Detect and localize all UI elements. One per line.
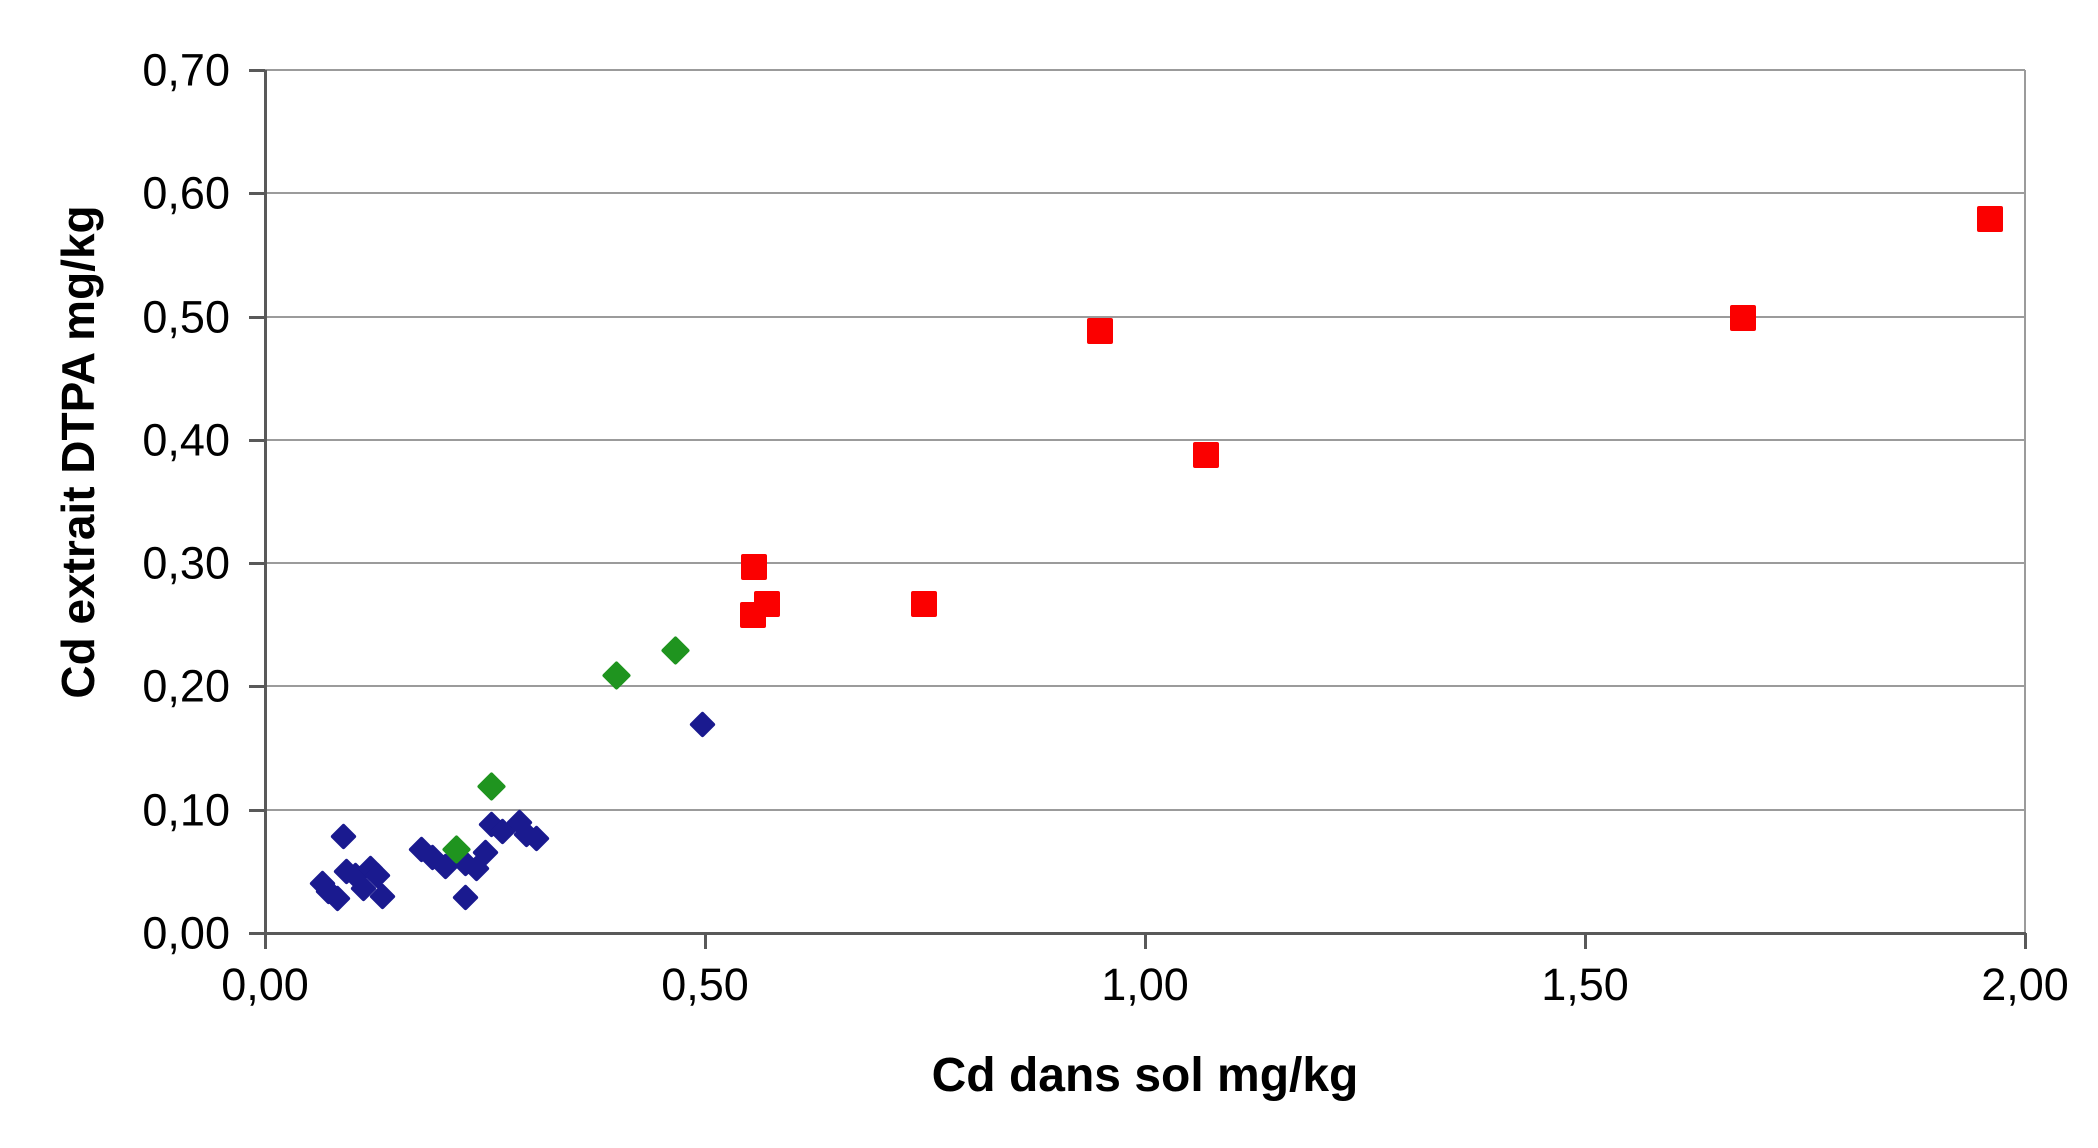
y-tick-label: 0,20 <box>142 660 230 712</box>
green-diamonds-point <box>476 771 507 802</box>
x-axis-tick <box>704 933 707 949</box>
y-tick-label: 0,70 <box>142 44 230 96</box>
y-axis-tick <box>249 808 265 812</box>
gridline <box>265 192 2025 195</box>
x-tick-label: 0,50 <box>661 959 749 1010</box>
green-diamonds-point <box>661 635 691 666</box>
x-axis-title: Cd dans sol mg/kg <box>931 1049 1359 1102</box>
y-tick-label: 0,60 <box>142 167 230 219</box>
blue-diamonds-point <box>688 711 716 739</box>
plot-right-border <box>2024 70 2026 933</box>
y-tick-label: 0,40 <box>142 414 230 466</box>
y-axis-tick <box>249 932 265 935</box>
y-tick-label: 0,00 <box>142 907 230 959</box>
y-tick-label: 0,10 <box>142 784 230 836</box>
gridline <box>265 69 2025 71</box>
red-squares-point <box>1192 441 1219 468</box>
gridline <box>265 685 2025 688</box>
gridline <box>265 808 2025 811</box>
y-tick-label: 0,30 <box>142 537 230 589</box>
red-squares-point <box>741 553 768 580</box>
red-squares-point <box>1730 304 1757 331</box>
red-squares-point <box>1087 318 1114 345</box>
red-squares-point <box>1976 206 2003 233</box>
y-axis-tick <box>249 192 265 196</box>
red-squares-point <box>911 590 938 617</box>
x-axis-tick <box>264 933 267 949</box>
x-tick-label: 1,00 <box>1101 959 1189 1010</box>
red-squares-point <box>753 590 780 617</box>
y-axis-tick <box>249 315 265 319</box>
blue-diamonds-point <box>452 883 480 911</box>
y-axis-tick <box>249 69 265 72</box>
y-tick-label: 0,50 <box>142 291 230 343</box>
gridline <box>265 315 2025 318</box>
y-axis-line <box>264 70 267 933</box>
y-axis-tick <box>249 562 265 566</box>
gridline <box>265 438 2025 441</box>
x-tick-label: 0,00 <box>221 959 309 1010</box>
x-axis-tick <box>2024 933 2027 949</box>
x-axis-tick <box>1584 933 1587 949</box>
y-axis-tick <box>249 438 265 442</box>
x-tick-label: 2,00 <box>1981 959 2069 1010</box>
y-axis-tick <box>249 685 265 689</box>
blue-diamonds-point <box>329 823 357 851</box>
gridline <box>265 562 2025 565</box>
x-tick-label: 1,50 <box>1541 959 1629 1010</box>
x-axis-tick <box>1144 933 1147 949</box>
